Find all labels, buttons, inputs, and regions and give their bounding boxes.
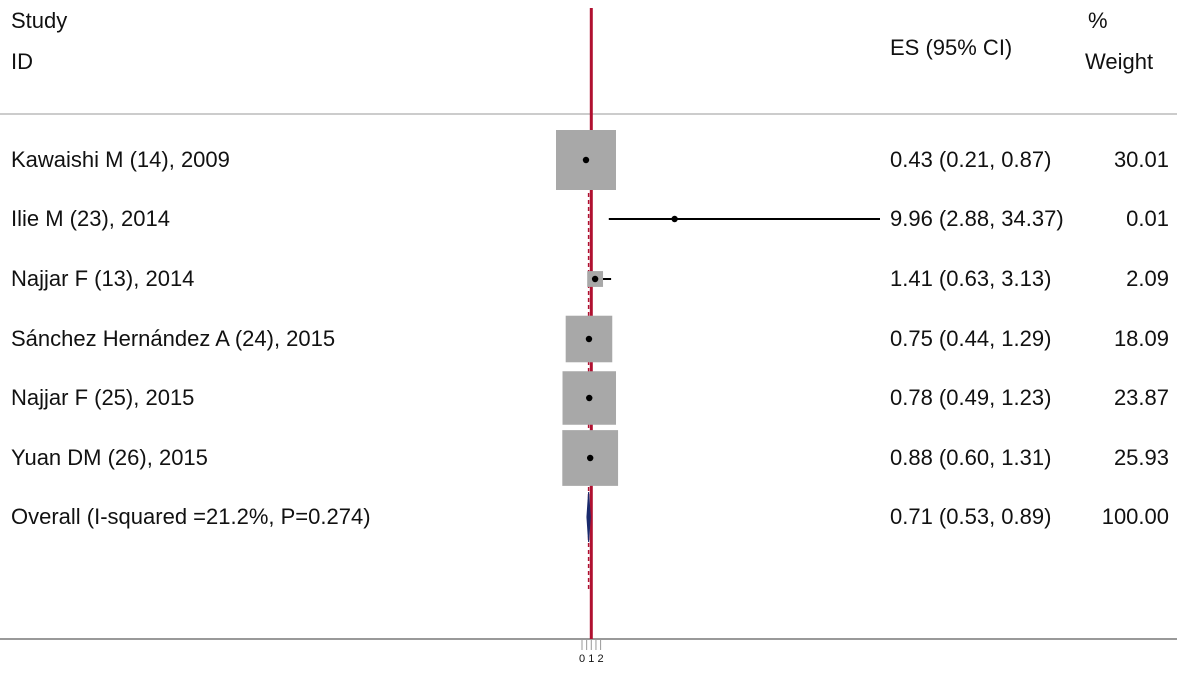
overall-weight-label: 100.00 [1101, 504, 1169, 529]
header-percent: % [1088, 8, 1108, 33]
overall-es-ci-label: 0.71 (0.53, 0.89) [890, 504, 1052, 529]
header-es-ci: ES (95% CI) [890, 35, 1013, 60]
study-label: Sánchez Hernández A (24), 2015 [11, 326, 336, 351]
study-label: Ilie M (23), 2014 [11, 206, 170, 231]
es-ci-label: 9.96 (2.88, 34.37) [890, 206, 1064, 231]
x-tick-label: 1 [588, 653, 594, 665]
weight-label: 30.01 [1113, 147, 1169, 172]
es-ci-label: 1.41 (0.63, 3.13) [890, 266, 1052, 291]
overall-diamond [586, 491, 591, 543]
header-id: ID [11, 49, 33, 74]
point-estimate [586, 394, 593, 402]
point-estimate [582, 156, 590, 164]
header-weight: Weight [1085, 49, 1154, 74]
es-ci-label: 0.88 (0.60, 1.31) [890, 445, 1052, 470]
study-label: Najjar F (25), 2015 [11, 385, 195, 410]
point-estimate [586, 454, 594, 462]
study-label: Yuan DM (26), 2015 [11, 445, 208, 470]
header-study: Study [11, 8, 68, 33]
weight-label: 0.01 [1126, 206, 1169, 231]
study-label: Kawaishi M (14), 2009 [11, 147, 230, 172]
es-ci-label: 0.43 (0.21, 0.87) [890, 147, 1052, 172]
weight-label: 25.93 [1113, 445, 1169, 470]
es-ci-label: 0.75 (0.44, 1.29) [890, 326, 1052, 351]
overall-label: Overall (I-squared =21.2%, P=0.274) [11, 504, 371, 529]
point-estimate [671, 215, 678, 223]
weight-label: 2.09 [1126, 266, 1169, 291]
point-estimate [591, 275, 599, 283]
weight-label: 18.09 [1113, 326, 1169, 351]
x-tick-label: 0 [579, 653, 585, 665]
x-tick-label: 2 [598, 653, 604, 665]
es-ci-label: 0.78 (0.49, 1.23) [890, 385, 1052, 410]
study-label: Najjar F (13), 2014 [11, 266, 195, 291]
point-estimate [585, 335, 593, 343]
weight-label: 23.87 [1113, 385, 1169, 410]
